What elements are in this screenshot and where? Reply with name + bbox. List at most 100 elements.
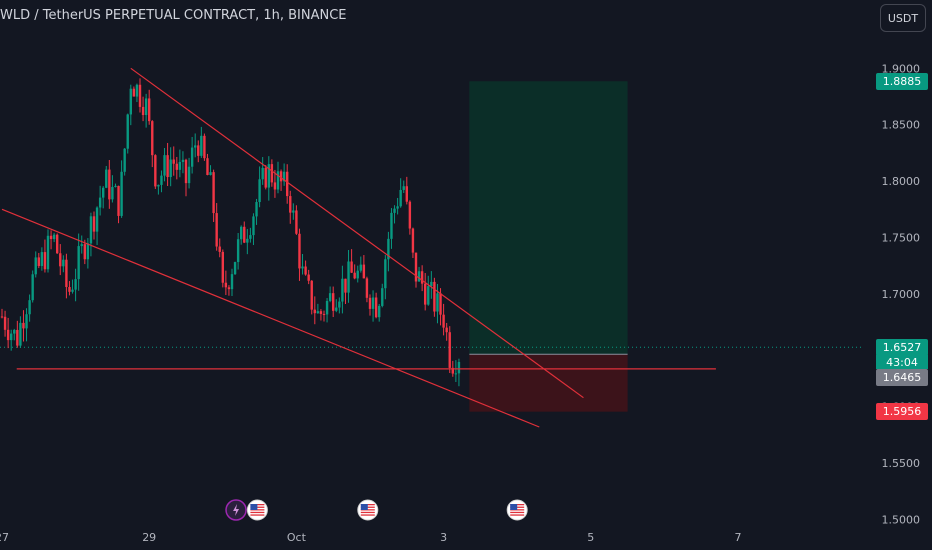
stop-zone: [469, 354, 628, 412]
stop-price-tag: 1.5956: [876, 403, 928, 421]
candle-body: [65, 259, 68, 287]
candle-body: [227, 287, 231, 290]
candle-body: [203, 135, 206, 159]
candle-body: [16, 329, 19, 346]
candle-body: [212, 172, 215, 214]
candle-body: [261, 167, 264, 180]
candle-body: [132, 88, 136, 97]
candle-body: [325, 300, 329, 315]
candle-body: [322, 313, 326, 315]
candle-body: [166, 155, 169, 178]
candle-body: [378, 305, 381, 318]
x-tick-label: Oct: [287, 531, 307, 544]
candle-body: [356, 270, 359, 279]
current-price-tag: 1.6527: [876, 338, 928, 356]
candle-body: [362, 264, 366, 279]
candle-body: [209, 172, 212, 175]
candle-body: [187, 166, 191, 184]
candle-body: [221, 251, 224, 283]
candle-body: [19, 322, 22, 346]
candle-body: [439, 293, 442, 315]
candle-body: [365, 278, 369, 298]
candle-body: [169, 159, 172, 178]
trendline-1: [130, 67, 584, 399]
candle-body: [22, 322, 25, 329]
candle-body: [77, 246, 80, 280]
x-tick-label: 7: [735, 531, 742, 544]
candle-body: [258, 179, 261, 203]
lightning-event-icon[interactable]: [225, 499, 247, 521]
y-tick-label: 1.8500: [882, 119, 921, 132]
x-tick-label: 27: [0, 531, 9, 544]
candle-body: [448, 332, 451, 368]
candle-body: [28, 300, 31, 315]
y-tick-label: 1.9000: [882, 62, 921, 75]
candle-body: [126, 114, 129, 149]
candle-body: [267, 164, 270, 188]
candle-body: [129, 88, 132, 115]
candle-body: [160, 175, 163, 185]
candle-body: [335, 307, 338, 311]
candle-body: [393, 208, 396, 213]
candle-body: [154, 155, 157, 187]
candle-body: [249, 235, 252, 239]
candle-body: [457, 361, 461, 374]
candle-body: [68, 286, 71, 292]
x-tick-label: 29: [142, 531, 156, 544]
candle-body: [240, 226, 243, 240]
candle-body: [215, 213, 218, 247]
candle-body: [56, 234, 59, 254]
candle-body: [451, 367, 454, 374]
candle-body: [135, 84, 139, 97]
candle-body: [62, 259, 65, 267]
candle-body: [95, 207, 99, 232]
candle-body: [236, 239, 240, 263]
candle-body: [301, 266, 304, 269]
currency-selector-button[interactable]: USDT: [880, 4, 926, 32]
candle-body: [298, 233, 301, 269]
candle-body: [374, 297, 378, 318]
candle-body: [338, 301, 341, 308]
candle-body: [436, 293, 439, 312]
candle-body: [264, 167, 267, 188]
candle-body: [175, 163, 178, 170]
candle-body: [454, 373, 458, 375]
us-flag-icon[interactable]: [357, 499, 379, 521]
candle-body: [218, 246, 221, 252]
candle-body: [276, 171, 280, 190]
candle-body: [111, 186, 114, 200]
candle-body: [46, 235, 50, 270]
candle-body: [282, 171, 286, 182]
candle-body: [74, 279, 77, 290]
candle-body: [123, 148, 126, 172]
candle-body: [117, 185, 120, 216]
target-price-tag: 1.8885: [876, 72, 928, 90]
candle-body: [144, 98, 148, 116]
candle-body: [286, 171, 289, 197]
candle-body: [319, 311, 323, 314]
candle-body: [163, 155, 166, 176]
candle-body: [411, 228, 415, 253]
candle-body: [151, 121, 154, 156]
candle-body: [25, 314, 28, 329]
candle-body: [59, 253, 62, 267]
candle-body: [417, 271, 421, 282]
candle-body: [384, 259, 387, 289]
us-flag-icon[interactable]: [506, 499, 528, 521]
y-tick-label: 1.5500: [882, 457, 921, 470]
candle-body: [381, 288, 384, 306]
candle-body: [102, 187, 105, 198]
candle-body: [243, 226, 246, 243]
candle-body: [424, 283, 427, 305]
candle-body: [390, 212, 393, 239]
us-flag-icon[interactable]: [246, 499, 268, 521]
x-tick-label: 5: [587, 531, 594, 544]
candle-body: [316, 311, 320, 314]
candle-body: [328, 293, 332, 301]
candle-body: [86, 243, 90, 260]
candle-body: [200, 135, 203, 156]
trendline-2: [1, 208, 540, 428]
candle-body: [442, 314, 445, 328]
candle-body: [292, 210, 295, 213]
